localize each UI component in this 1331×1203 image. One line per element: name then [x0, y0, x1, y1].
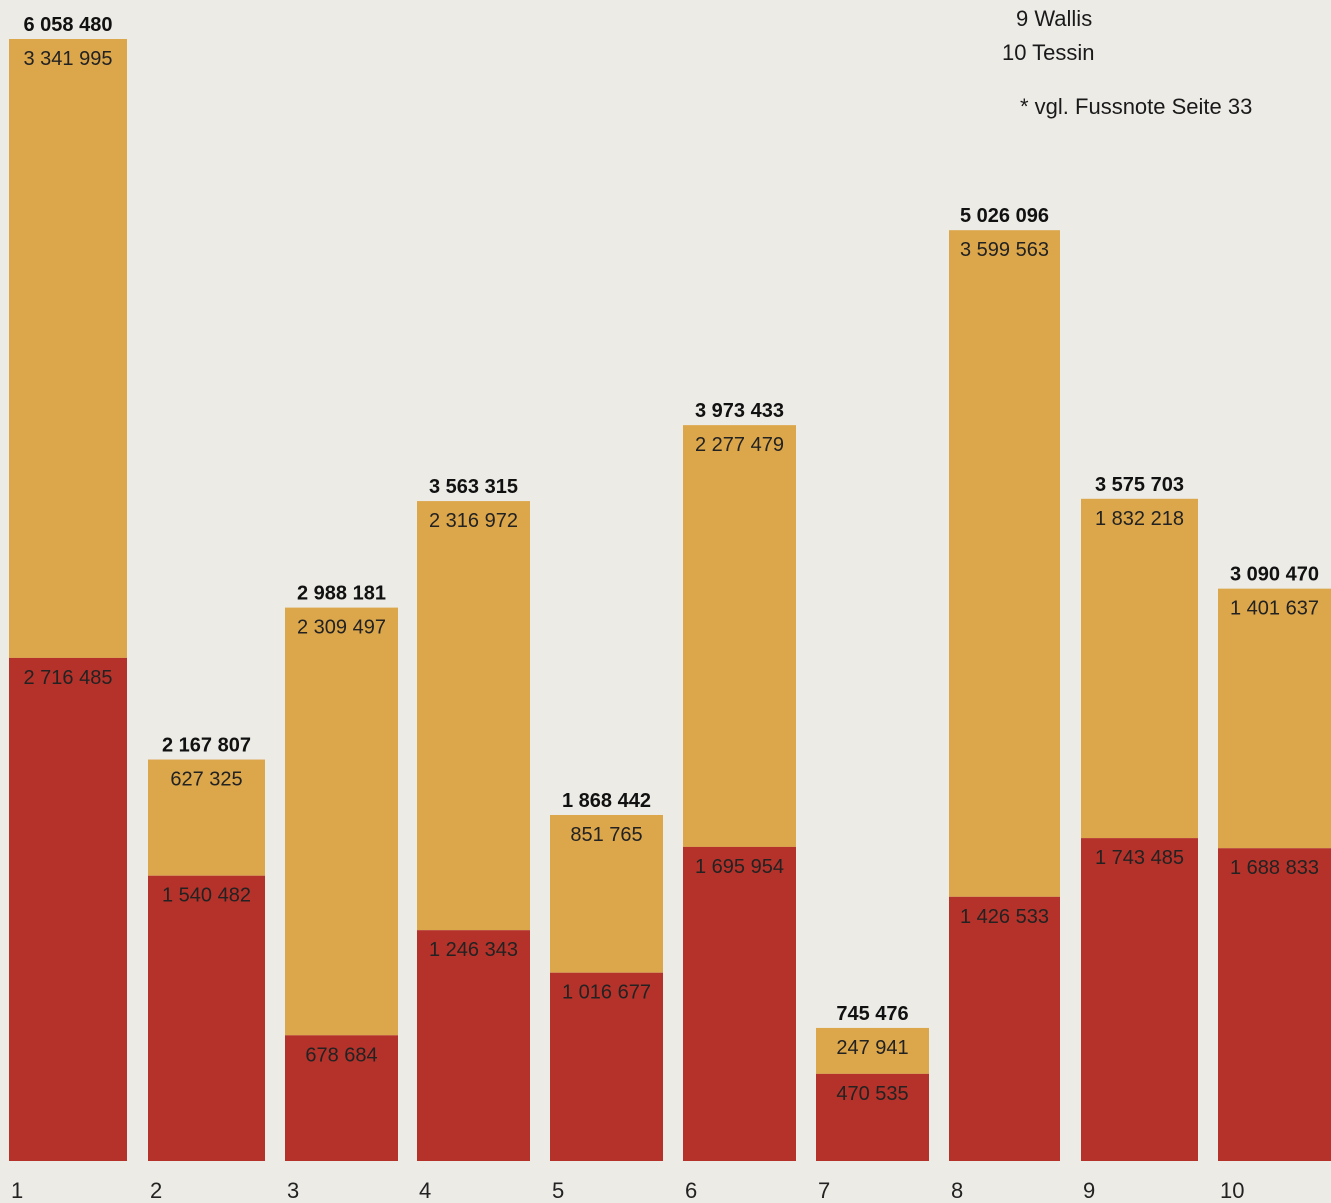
bar-lower-8 — [949, 896, 1060, 1161]
lower-value-label-2: 1 540 482 — [162, 885, 251, 907]
category-label-1: 1 — [11, 1178, 23, 1203]
upper-value-label-3: 2 309 497 — [297, 617, 386, 639]
total-label-5: 1 868 442 — [562, 790, 651, 812]
upper-value-label-8: 3 599 563 — [960, 239, 1049, 261]
upper-value-label-1: 3 341 995 — [24, 48, 113, 70]
bar-lower-4 — [417, 930, 530, 1161]
bar-upper-3 — [285, 607, 398, 1036]
upper-value-label-9: 1 832 218 — [1095, 508, 1184, 530]
category-label-8: 8 — [951, 1178, 963, 1203]
bar-upper-9 — [1081, 498, 1198, 839]
bar-upper-5 — [550, 814, 663, 973]
lower-value-label-10: 1 688 833 — [1230, 857, 1319, 879]
bar-upper-2 — [148, 759, 265, 876]
category-label-3: 3 — [287, 1178, 299, 1203]
bar-upper-7 — [816, 1027, 929, 1074]
upper-value-label-5: 851 765 — [570, 824, 642, 846]
bar-upper-1 — [9, 39, 127, 658]
upper-value-label-4: 2 316 972 — [429, 510, 518, 532]
bar-upper-8 — [949, 230, 1060, 897]
upper-value-label-6: 2 277 479 — [695, 434, 784, 456]
lower-value-label-8: 1 426 533 — [960, 906, 1049, 928]
total-label-9: 3 575 703 — [1095, 474, 1184, 496]
bar-lower-7 — [816, 1073, 929, 1161]
total-label-2: 2 167 807 — [162, 735, 251, 757]
category-label-7: 7 — [818, 1178, 830, 1203]
total-label-7: 745 476 — [836, 1003, 908, 1025]
bar-lower-6 — [683, 846, 796, 1161]
total-label-3: 2 988 181 — [297, 583, 386, 605]
total-label-6: 3 973 433 — [695, 400, 784, 422]
bar-lower-1 — [9, 657, 127, 1161]
bar-lower-3 — [285, 1035, 398, 1161]
bar-lower-9 — [1081, 838, 1198, 1161]
lower-value-label-6: 1 695 954 — [695, 856, 784, 878]
total-label-10: 3 090 470 — [1230, 564, 1319, 586]
upper-value-label-7: 247 941 — [836, 1037, 908, 1059]
upper-value-label-2: 627 325 — [170, 769, 242, 791]
bar-lower-2 — [148, 875, 265, 1161]
total-label-4: 3 563 315 — [429, 476, 518, 498]
total-label-1: 6 058 480 — [24, 14, 113, 36]
bar-lower-10 — [1218, 848, 1331, 1161]
legend-note-tessin: 10 Tessin — [1002, 40, 1095, 65]
category-label-4: 4 — [419, 1178, 431, 1203]
total-label-8: 5 026 096 — [960, 205, 1049, 227]
bar-lower-5 — [550, 972, 663, 1161]
category-label-5: 5 — [552, 1178, 564, 1203]
category-label-2: 2 — [150, 1178, 162, 1203]
category-label-6: 6 — [685, 1178, 697, 1203]
footnote: * vgl. Fussnote Seite 33 — [1020, 94, 1253, 119]
bar-upper-10 — [1218, 588, 1331, 849]
legend-note-wallis: 9 Wallis — [1016, 6, 1093, 31]
lower-value-label-7: 470 535 — [836, 1083, 908, 1105]
bar-upper-4 — [417, 501, 530, 931]
lower-value-label-3: 678 684 — [305, 1044, 377, 1066]
bar-upper-6 — [683, 425, 796, 847]
lower-value-label-9: 1 743 485 — [1095, 847, 1184, 869]
category-label-9: 9 — [1083, 1178, 1095, 1203]
lower-value-label-1: 2 716 485 — [24, 667, 113, 689]
category-label-10: 10 — [1220, 1178, 1244, 1203]
lower-value-label-5: 1 016 677 — [562, 982, 651, 1004]
upper-value-label-10: 1 401 637 — [1230, 598, 1319, 620]
lower-value-label-4: 1 246 343 — [429, 939, 518, 961]
